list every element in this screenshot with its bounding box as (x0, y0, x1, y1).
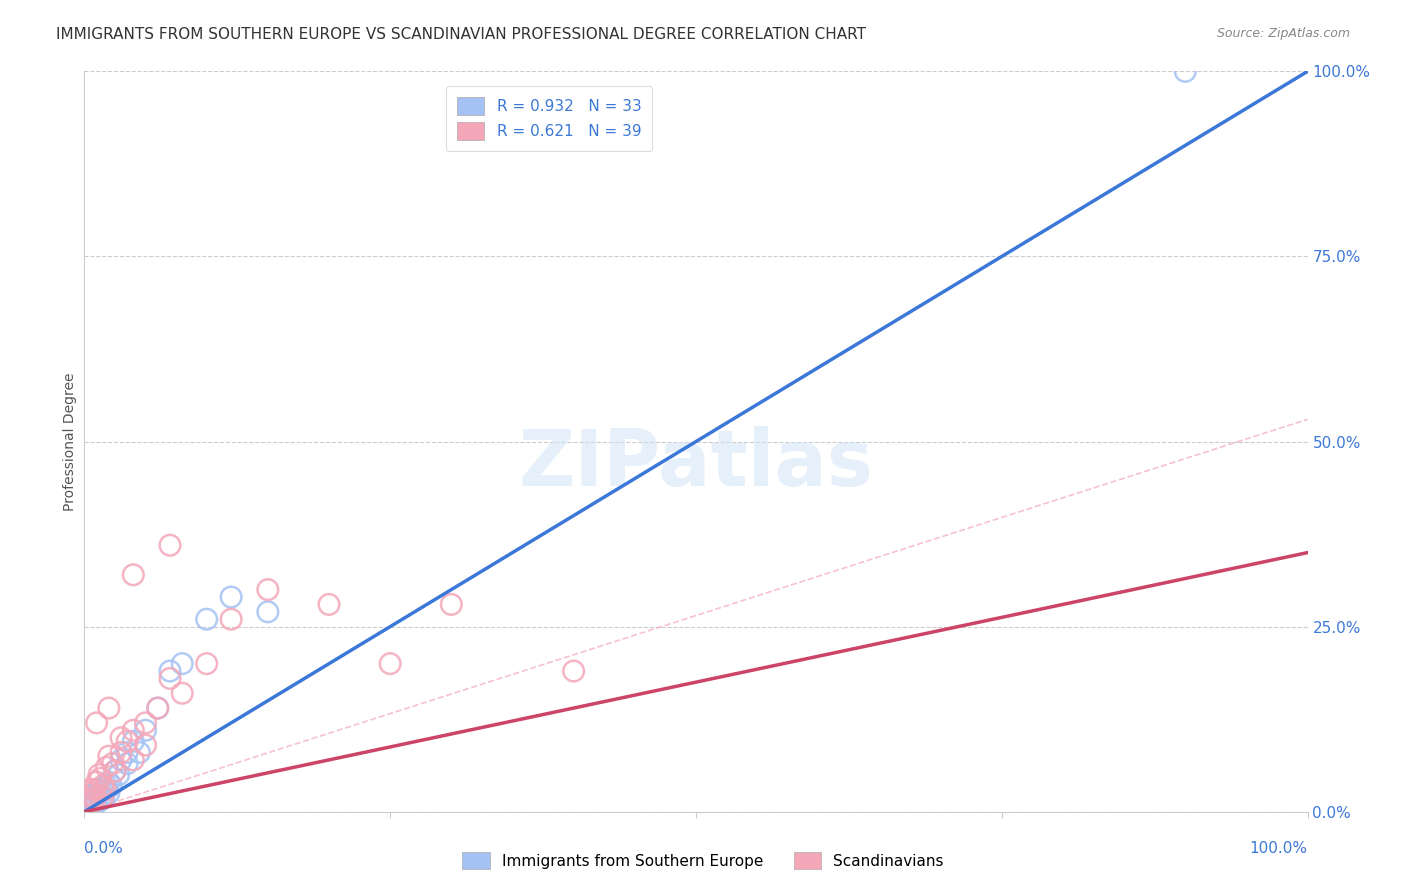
Point (77, 797, 100, 812)
Point (83, 794, 105, 808)
Point (100, 779, 122, 793)
Point (562, 664, 585, 678)
Point (86, 786, 108, 800)
Point (172, 657, 194, 671)
Point (135, 723, 157, 738)
Point (80, 786, 103, 800)
Point (96, 779, 118, 793)
Legend: R = 0.932   N = 33, R = 0.621   N = 39: R = 0.932 N = 33, R = 0.621 N = 39 (446, 87, 652, 151)
Point (89, 794, 111, 808)
Point (76, 794, 98, 808)
Point (86, 796, 108, 810)
Point (77, 797, 100, 812)
Text: 100.0%: 100.0% (1250, 841, 1308, 856)
Text: IMMIGRANTS FROM SOUTHERN EUROPE VS SCANDINAVIAN PROFESSIONAL DEGREE CORRELATION : IMMIGRANTS FROM SOUTHERN EUROPE VS SCAND… (56, 27, 866, 42)
Y-axis label: Professional Degree: Professional Degree (63, 372, 77, 511)
Point (83, 789, 105, 804)
Point (91, 791, 114, 805)
Point (257, 582, 280, 597)
Point (104, 764, 127, 778)
Point (82, 797, 104, 812)
Text: Source: ZipAtlas.com: Source: ZipAtlas.com (1216, 27, 1350, 40)
Point (128, 746, 150, 760)
Point (146, 701, 169, 715)
Point (115, 756, 138, 771)
Point (101, 756, 124, 771)
Point (87, 767, 110, 781)
Point (77, 789, 100, 804)
Text: ZIPatlas: ZIPatlas (519, 425, 873, 502)
Point (122, 734, 145, 748)
Point (318, 598, 340, 612)
Point (84, 782, 107, 797)
Point (135, 715, 157, 730)
Point (93, 789, 115, 804)
Point (91, 784, 114, 798)
Point (83, 791, 105, 805)
Point (96, 760, 118, 774)
Point (97, 749, 120, 764)
Point (97, 775, 120, 789)
Point (257, 605, 280, 619)
Point (172, 686, 194, 700)
Point (115, 746, 138, 760)
Point (1174, 64, 1197, 78)
Point (440, 598, 463, 612)
Point (122, 753, 145, 767)
Point (91, 779, 114, 793)
Point (380, 657, 402, 671)
Point (195, 612, 218, 626)
Point (122, 567, 145, 582)
Point (219, 590, 242, 604)
Point (219, 612, 242, 626)
Point (159, 664, 181, 678)
Point (79, 782, 101, 797)
Point (110, 746, 132, 760)
Point (89, 772, 111, 786)
Point (122, 723, 145, 738)
Point (159, 538, 181, 552)
Point (107, 767, 129, 781)
Point (86, 715, 108, 730)
Legend: Immigrants from Southern Europe, Scandinavians: Immigrants from Southern Europe, Scandin… (456, 846, 950, 875)
Point (110, 731, 132, 745)
Point (79, 794, 101, 808)
Point (104, 764, 127, 778)
Point (76, 798, 98, 813)
Point (159, 672, 181, 686)
Point (91, 789, 114, 804)
Point (135, 738, 157, 752)
Point (146, 701, 169, 715)
Point (76, 801, 98, 815)
Point (97, 701, 120, 715)
Point (97, 786, 120, 800)
Point (80, 798, 103, 813)
Point (86, 775, 108, 789)
Point (94, 782, 117, 797)
Point (110, 753, 132, 767)
Text: 0.0%: 0.0% (84, 841, 124, 856)
Point (195, 657, 218, 671)
Point (115, 734, 138, 748)
Point (87, 782, 110, 797)
